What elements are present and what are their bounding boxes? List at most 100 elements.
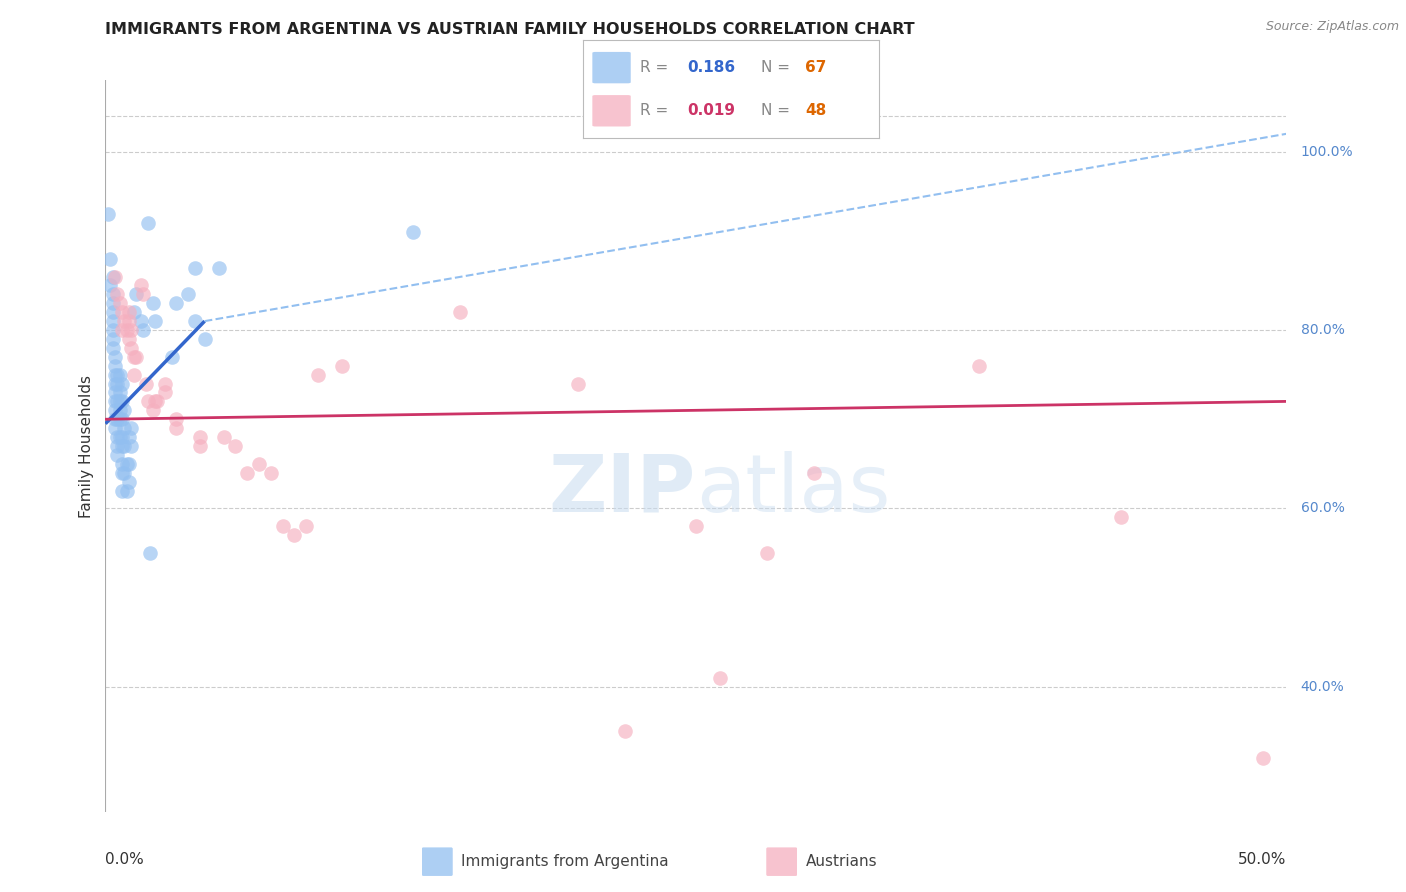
Point [111, 323, 134, 337]
Point [108, 368, 131, 382]
Point [104, 394, 127, 409]
Point [101, 305, 124, 319]
Point [567, 376, 589, 391]
Point [104, 269, 127, 284]
Point [709, 671, 731, 685]
Point [184, 314, 207, 328]
Point [105, 287, 128, 301]
Text: 0.186: 0.186 [688, 60, 735, 75]
Text: 0.0%: 0.0% [105, 852, 145, 867]
Point [101, 296, 124, 310]
Point [111, 305, 134, 319]
Text: 67: 67 [804, 60, 827, 75]
Point [295, 519, 318, 533]
FancyBboxPatch shape [592, 95, 631, 127]
Point [104, 376, 127, 391]
Point [247, 457, 270, 471]
Point [112, 421, 135, 435]
Point [98, 252, 121, 266]
Text: R =: R = [640, 60, 672, 75]
Text: atlas: atlas [696, 450, 890, 529]
Point [1251, 751, 1274, 765]
Text: N =: N = [761, 60, 794, 75]
Text: 80.0%: 80.0% [1301, 323, 1344, 337]
Point [105, 368, 128, 382]
Point [122, 305, 145, 319]
Point [188, 430, 211, 444]
Point [120, 323, 142, 337]
Point [118, 332, 141, 346]
Point [104, 359, 127, 373]
Point [755, 546, 778, 560]
Text: Immigrants from Argentina: Immigrants from Argentina [461, 855, 669, 869]
Point [111, 412, 134, 426]
Point [401, 225, 423, 239]
Point [142, 296, 165, 310]
Text: 50.0%: 50.0% [1239, 852, 1286, 867]
Point [271, 519, 294, 533]
Point [111, 376, 134, 391]
Point [224, 439, 246, 453]
Point [108, 412, 131, 426]
Point [685, 519, 707, 533]
Point [260, 466, 283, 480]
Point [101, 332, 124, 346]
Point [108, 430, 131, 444]
Point [101, 323, 124, 337]
Point [118, 475, 141, 489]
Point [105, 439, 128, 453]
Point [112, 314, 135, 328]
Point [208, 260, 231, 275]
Y-axis label: Family Households: Family Households [79, 375, 94, 517]
Point [142, 403, 165, 417]
Point [115, 323, 138, 337]
Point [108, 296, 131, 310]
Point [104, 350, 127, 364]
Point [184, 260, 207, 275]
Point [101, 314, 124, 328]
Point [139, 546, 162, 560]
Point [146, 394, 169, 409]
Text: IMMIGRANTS FROM ARGENTINA VS AUSTRIAN FAMILY HOUSEHOLDS CORRELATION CHART: IMMIGRANTS FROM ARGENTINA VS AUSTRIAN FA… [105, 22, 915, 37]
Point [112, 439, 135, 453]
Point [236, 466, 259, 480]
Point [105, 448, 128, 462]
Point [125, 350, 148, 364]
Point [135, 376, 157, 391]
Point [118, 457, 141, 471]
Text: 0.019: 0.019 [688, 103, 735, 119]
Point [104, 368, 127, 382]
Point [122, 368, 145, 382]
Point [111, 457, 134, 471]
Point [112, 466, 135, 480]
Point [803, 466, 825, 480]
Point [111, 483, 134, 498]
Point [136, 394, 159, 409]
Point [105, 376, 128, 391]
Point [111, 439, 134, 453]
Point [165, 296, 187, 310]
Point [104, 403, 127, 417]
Point [101, 341, 124, 355]
Point [104, 421, 127, 435]
Point [108, 385, 131, 400]
Text: ZIP: ZIP [548, 450, 696, 529]
Text: Austrians: Austrians [806, 855, 877, 869]
Text: 100.0%: 100.0% [1301, 145, 1354, 159]
Point [129, 314, 152, 328]
Point [165, 412, 187, 426]
Point [129, 278, 152, 293]
Text: 60.0%: 60.0% [1301, 501, 1344, 516]
Point [118, 314, 141, 328]
Point [330, 359, 353, 373]
Point [111, 394, 134, 409]
Point [132, 287, 155, 301]
Point [143, 314, 166, 328]
Point [143, 394, 166, 409]
Point [98, 278, 121, 293]
Point [449, 305, 471, 319]
Point [120, 439, 142, 453]
Point [188, 439, 211, 453]
Point [120, 421, 142, 435]
Point [112, 403, 135, 417]
